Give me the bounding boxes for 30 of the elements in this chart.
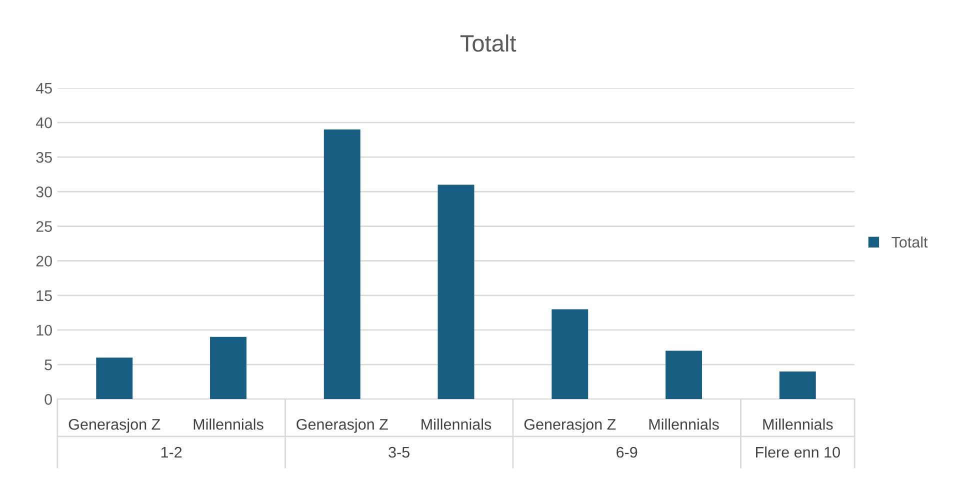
chart-title: Totalt [460, 34, 516, 52]
y-tick-label: 30 [36, 186, 52, 198]
x-tick-label: Millennials [194, 418, 264, 430]
text: Flere enn 10 [756, 446, 840, 458]
x-tick-label: Generasjon Z [68, 418, 160, 433]
bar [552, 309, 588, 400]
y-tick-label: 40 [36, 117, 52, 128]
legend-label: Totalt [892, 236, 928, 248]
y-tick-label: 45 [36, 82, 52, 94]
bar [324, 129, 360, 400]
y-tick-label: 25 [36, 221, 52, 232]
y-tick-label: 0 [44, 394, 52, 405]
bar [779, 371, 816, 400]
text: 3-5 [388, 446, 410, 458]
y-tick-label: 20 [36, 256, 52, 267]
y-tick-label: 10 [36, 324, 52, 336]
x-tick-label: Generasjon Z [296, 418, 388, 433]
x-tick-label: Millennials [763, 418, 833, 430]
y-tick-label: 35 [36, 152, 52, 163]
bar [96, 358, 133, 400]
bar [210, 336, 246, 400]
text: 6-9 [616, 446, 638, 458]
y-tick-label: 5 [44, 360, 52, 370]
bar [666, 350, 702, 400]
x-tick-label: Generasjon Z [524, 418, 616, 433]
x-tick-label: Millennials [649, 418, 719, 430]
text: 1-2 [161, 446, 182, 458]
y-tick-label: 15 [36, 290, 52, 302]
x-tick-label: Millennials [422, 418, 492, 430]
bar [438, 184, 474, 400]
